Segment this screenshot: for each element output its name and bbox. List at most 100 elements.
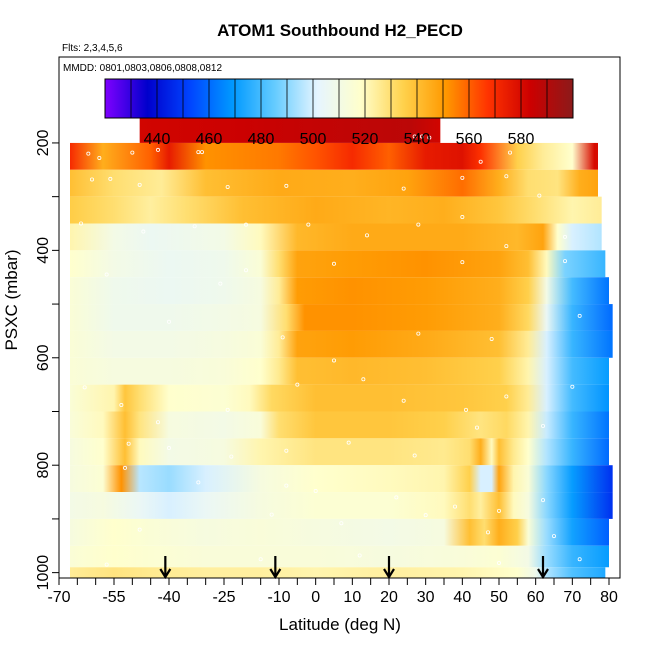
- sample-point: [79, 221, 84, 226]
- y-axis: 200 400 600 800 1000: [35, 129, 60, 590]
- pressure-band: [70, 250, 606, 278]
- heatmap-bands: [70, 116, 613, 578]
- sample-point: [346, 440, 351, 445]
- y-tick-label: 400: [35, 237, 52, 264]
- x-tick-label: 80: [600, 589, 618, 606]
- sample-point: [243, 222, 248, 227]
- sample-point: [269, 512, 274, 517]
- sample-point: [196, 480, 201, 485]
- sample-point: [416, 331, 421, 336]
- y-tick-label: 200: [35, 129, 52, 156]
- sample-point: [570, 384, 575, 389]
- sample-point: [485, 530, 490, 535]
- pressure-band: [70, 196, 602, 224]
- sample-point: [563, 259, 568, 264]
- sample-point: [306, 222, 311, 227]
- x-tick-label: 40: [453, 589, 471, 606]
- sample-point: [90, 177, 95, 182]
- sample-point: [225, 184, 230, 189]
- sample-point: [357, 553, 362, 558]
- x-tick-label: 20: [380, 589, 398, 606]
- sample-point: [541, 498, 546, 503]
- sample-point: [423, 513, 428, 518]
- sample-point: [284, 183, 289, 188]
- colorbar-ticks: 440 460 480 500 520 540 560 580: [130, 79, 548, 148]
- y-axis-label: PSXC (mbar): [2, 249, 21, 350]
- sample-point: [137, 182, 142, 187]
- sample-point: [394, 495, 399, 500]
- pressure-band: [139, 116, 441, 143]
- sample-point: [280, 335, 285, 340]
- colorbar-tick-label: 440: [144, 131, 171, 148]
- sample-point: [331, 261, 336, 266]
- sample-point: [104, 272, 109, 277]
- colorbar-tick-label: 540: [404, 131, 431, 148]
- sample-point: [133, 138, 138, 143]
- sample-point: [166, 446, 171, 451]
- sample-point: [460, 175, 465, 180]
- sample-point: [401, 186, 406, 191]
- flights-note: Flts: 2,3,4,5,6: [62, 43, 123, 54]
- sample-point: [119, 403, 124, 408]
- latitude-arrow: [159, 556, 172, 580]
- sample-point: [552, 534, 557, 539]
- sample-point: [537, 193, 542, 198]
- x-tick-label: 70: [563, 589, 581, 606]
- colorbar-tick-label: 560: [456, 131, 483, 148]
- latitude-arrows: [159, 556, 549, 580]
- pressure-band: [70, 465, 613, 493]
- sample-point: [86, 151, 91, 156]
- x-tick-label: 50: [490, 589, 508, 606]
- latitude-arrow: [269, 556, 282, 580]
- x-tick-label: 0: [311, 589, 320, 606]
- x-tick-label: -55: [102, 589, 125, 606]
- pressure-band: [70, 438, 609, 466]
- x-tick-label: 60: [527, 589, 545, 606]
- y-tick-label: 600: [35, 344, 52, 371]
- x-tick-label: 30: [417, 589, 435, 606]
- sample-point: [452, 504, 457, 509]
- sample-point: [243, 268, 248, 273]
- sample-point: [504, 174, 509, 179]
- sample-point: [123, 465, 128, 470]
- colorbar-tick-label: 500: [300, 131, 327, 148]
- sample-point: [541, 423, 546, 428]
- sample-point: [507, 150, 512, 155]
- pressure-band: [70, 330, 613, 358]
- sample-point: [192, 224, 197, 229]
- sample-point: [104, 562, 109, 567]
- x-tick-label: 10: [343, 589, 361, 606]
- pressure-band: [70, 384, 609, 412]
- pressure-band: [70, 169, 598, 197]
- latitude-arrow: [383, 556, 395, 580]
- pressure-band: [70, 223, 602, 251]
- sample-point: [196, 150, 201, 155]
- sample-point: [504, 394, 509, 399]
- sample-point: [97, 155, 102, 160]
- sample-point: [419, 134, 424, 139]
- sample-point: [401, 398, 406, 403]
- colorbar-tick-label: 460: [196, 131, 223, 148]
- pressure-band: [70, 492, 613, 519]
- sample-point: [199, 150, 204, 155]
- sample-point: [331, 358, 336, 363]
- latitude-arrow: [537, 556, 549, 580]
- sample-points: [79, 134, 582, 567]
- pressure-band: [70, 411, 609, 439]
- x-tick-label: -40: [157, 589, 180, 606]
- sample-point: [313, 488, 318, 493]
- sample-point: [577, 313, 582, 318]
- sample-point: [137, 527, 142, 532]
- sample-point: [496, 560, 501, 565]
- sample-point: [284, 448, 289, 453]
- sample-point: [427, 135, 432, 140]
- sample-point: [155, 420, 160, 425]
- sample-point: [496, 508, 501, 513]
- sample-point: [130, 150, 135, 155]
- pressure-band: [70, 142, 598, 170]
- colorbar-tick-label: 580: [508, 131, 535, 148]
- sample-point: [577, 557, 582, 562]
- x-axis-label: Latitude (deg N): [279, 615, 401, 634]
- sample-point: [361, 377, 366, 382]
